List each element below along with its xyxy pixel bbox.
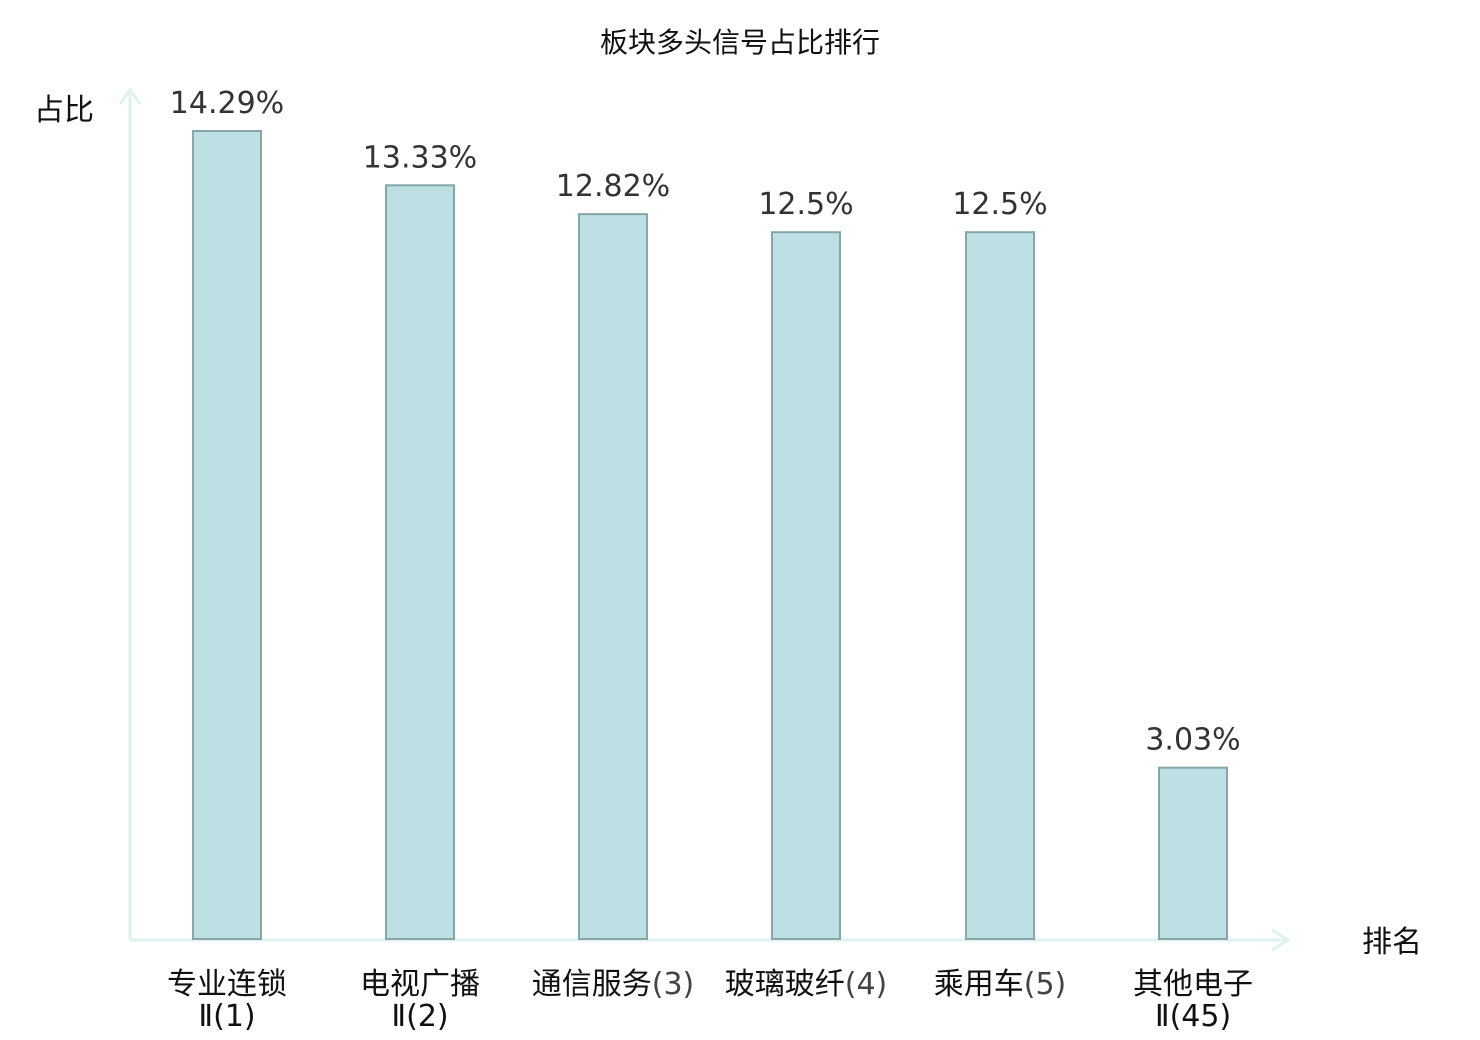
bar-value-label: 3.03% (1145, 723, 1240, 758)
bar (771, 231, 841, 940)
category-name: 通信服务 (532, 967, 652, 1002)
bar (578, 213, 648, 940)
bar-value-label: 12.5% (952, 187, 1047, 222)
y-axis-arrow (118, 87, 142, 105)
category-label: 乘用车(5) (934, 967, 1067, 1002)
y-axis: 占比 (34, 87, 142, 940)
bar-value-label: 12.82% (556, 169, 670, 204)
category-label: 专业连锁 (167, 967, 287, 1002)
category-rank-label: Ⅱ(45) (1155, 999, 1231, 1034)
category-label: 通信服务(3) (532, 967, 695, 1002)
category-rank-label: (4) (845, 967, 888, 1002)
bar (1158, 766, 1228, 941)
x-axis: 排名 (130, 925, 1422, 960)
y-axis-label: 占比 (34, 93, 94, 128)
bar (965, 231, 1035, 940)
category-rank-label: (3) (652, 967, 695, 1002)
bar-value-label: 14.29% (170, 86, 284, 121)
bar-value-label: 13.33% (363, 140, 477, 175)
category-rank-label: Ⅱ(1) (198, 999, 255, 1034)
x-axis-label: 排名 (1362, 925, 1422, 960)
bar (192, 130, 262, 940)
bar-value-label: 12.5% (758, 187, 853, 222)
category-rank-label: Ⅱ(2) (391, 999, 448, 1034)
category-label: 其他电子 (1133, 967, 1253, 1002)
chart-title: 板块多头信号占比排行 (600, 26, 880, 59)
category-name: 玻璃玻纤 (725, 967, 845, 1002)
category-name: 乘用车 (934, 967, 1024, 1002)
category-rank-label: (5) (1024, 967, 1067, 1002)
bars-group (192, 130, 1228, 941)
value-labels-group: 14.29% 13.33% 12.82% 12.5% 12.5% 3.03% (170, 86, 1241, 758)
category-label: 电视广播 (360, 967, 480, 1002)
x-axis-arrow (1271, 928, 1291, 952)
category-label: 玻璃玻纤(4) (725, 967, 888, 1002)
bar (385, 184, 455, 940)
